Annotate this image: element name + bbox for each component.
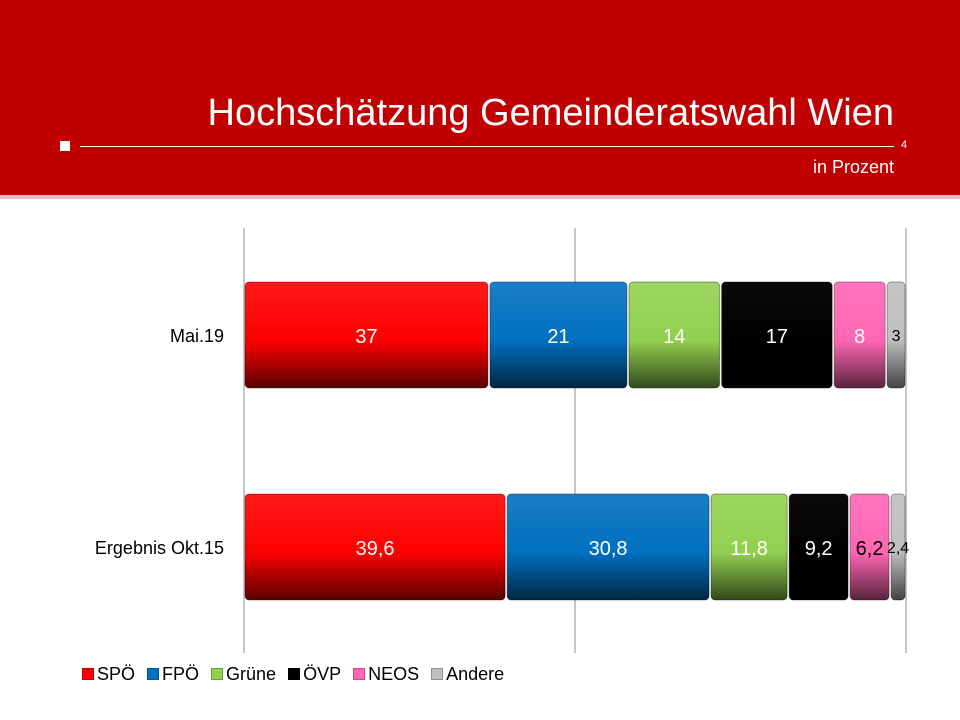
bullet-square-icon bbox=[60, 141, 70, 151]
legend-item: SPÖ bbox=[82, 664, 135, 685]
data-label: 6,2 bbox=[856, 538, 884, 560]
legend-swatch-icon bbox=[431, 668, 444, 680]
legend-label: ÖVP bbox=[303, 663, 342, 684]
data-label: 21 bbox=[547, 326, 569, 348]
chart-legend: SPÖ FPÖ Grüne ÖVP NEOS Andere bbox=[82, 663, 516, 685]
bar-neos-1 bbox=[849, 493, 890, 601]
legend-label: SPÖ bbox=[97, 663, 136, 684]
bar-andere-0 bbox=[886, 281, 906, 389]
legend-label: Grüne bbox=[226, 663, 277, 684]
page-number: 4 bbox=[901, 139, 908, 151]
data-label: 14 bbox=[663, 326, 685, 348]
bar-spö-1 bbox=[244, 493, 506, 601]
bar-grüne-0 bbox=[628, 281, 721, 389]
legend-swatch-icon bbox=[82, 668, 94, 680]
category-label: Mai.19 bbox=[170, 326, 224, 346]
header-banner: Hochschätzung Gemeinderatswahl Wien 4 in… bbox=[0, 0, 960, 195]
legend-swatch-icon bbox=[288, 668, 301, 680]
data-label: 3 bbox=[892, 328, 901, 345]
data-label: 8 bbox=[854, 326, 865, 348]
bar-spö-0 bbox=[244, 281, 489, 389]
bar-andere-1 bbox=[890, 493, 906, 601]
data-label: 17 bbox=[766, 326, 788, 348]
bar-övp-1 bbox=[788, 493, 849, 601]
title-divider bbox=[80, 146, 894, 147]
page-title: Hochschätzung Gemeinderatswahl Wien bbox=[207, 92, 894, 134]
bar-neos-0 bbox=[833, 281, 886, 389]
page-subtitle: in Prozent bbox=[812, 157, 894, 177]
header-divider bbox=[0, 195, 960, 199]
legend-label: Andere bbox=[446, 663, 505, 684]
bar-fpö-0 bbox=[489, 281, 628, 389]
bar-övp-0 bbox=[721, 281, 833, 389]
legend-label: NEOS bbox=[368, 663, 420, 684]
data-label: 37 bbox=[355, 326, 377, 348]
legend-item: FPÖ bbox=[147, 664, 199, 685]
legend-swatch-icon bbox=[211, 668, 224, 680]
legend-item: Grüne bbox=[211, 664, 276, 685]
data-label: 9,2 bbox=[805, 538, 833, 560]
bar-fpö-1 bbox=[506, 493, 710, 601]
legend-swatch-icon bbox=[147, 668, 160, 680]
legend-swatch-icon bbox=[353, 668, 366, 680]
data-label: 2,4 bbox=[887, 540, 909, 557]
legend-item: Andere bbox=[431, 664, 504, 685]
legend-label: FPÖ bbox=[162, 663, 200, 684]
legend-item: ÖVP bbox=[288, 664, 341, 685]
bar-grüne-1 bbox=[710, 493, 788, 601]
category-label: Ergebnis Okt.15 bbox=[95, 538, 224, 558]
data-label: 11,8 bbox=[730, 538, 767, 560]
data-label: 39,6 bbox=[356, 538, 395, 560]
legend-item: NEOS bbox=[353, 664, 419, 685]
data-label: 30,8 bbox=[589, 538, 628, 560]
